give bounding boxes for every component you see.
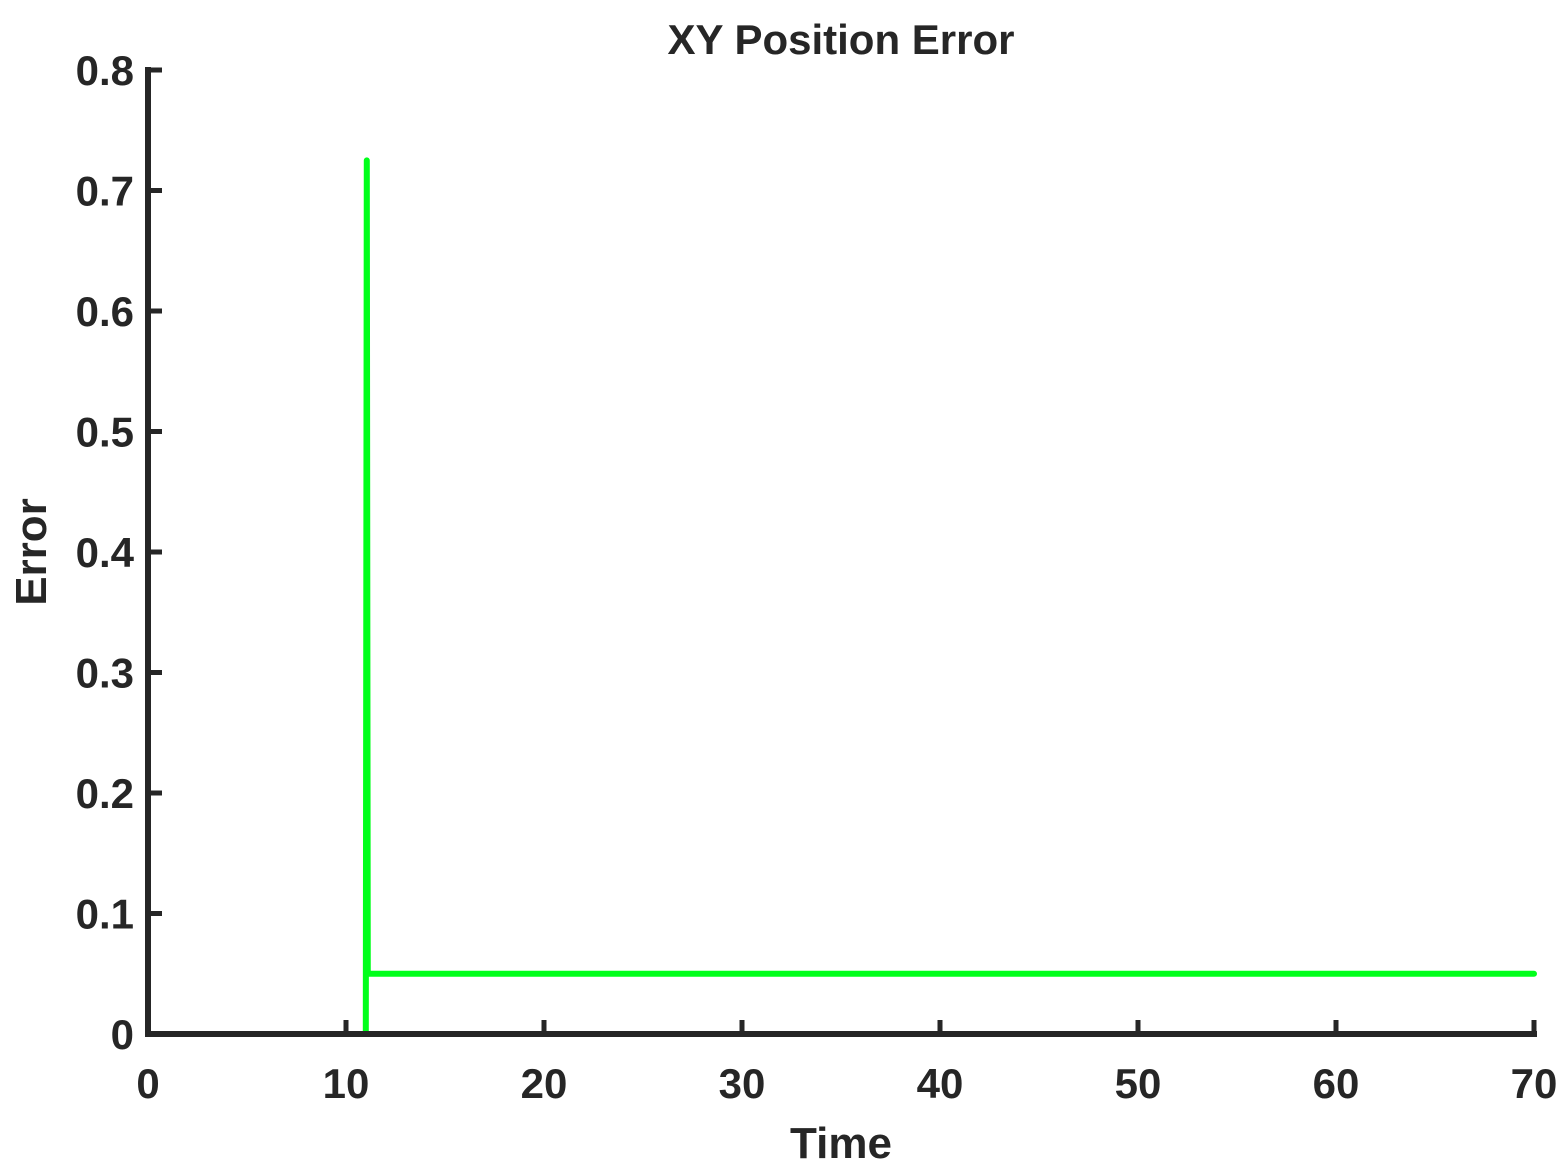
x-tick-label: 10 <box>323 1060 370 1107</box>
x-tick-label: 60 <box>1313 1060 1360 1107</box>
ticks-layer: 0 10 20 30 40 50 60 70 0 0.1 0.2 0.3 0.4 0.5 0.6 0.7 0.8 <box>76 47 1558 1107</box>
x-tick-label: 30 <box>719 1060 766 1107</box>
series-layer <box>164 157 1537 1037</box>
x-tick-label: 70 <box>1511 1060 1558 1107</box>
y-tick-label: 0.6 <box>76 288 134 335</box>
chart-title: XY Position Error <box>668 16 1015 63</box>
y-tick-label: 0.7 <box>76 168 134 215</box>
x-tick-label: 40 <box>917 1060 964 1107</box>
y-tick-label: 0 <box>111 1011 134 1058</box>
y-tick-label: 0.8 <box>76 47 134 94</box>
y-tick-label: 0.4 <box>76 529 135 576</box>
x-tick-label: 20 <box>521 1060 568 1107</box>
x-tick-label: 0 <box>136 1060 159 1107</box>
y-tick-label: 0.2 <box>76 770 134 817</box>
x-tick-label: 50 <box>1115 1060 1162 1107</box>
series-line-0 <box>164 157 1537 1037</box>
x-axis-label: Time <box>790 1119 892 1168</box>
y-tick-label: 0.3 <box>76 650 134 697</box>
y-axis-label: Error <box>7 498 56 606</box>
y-tick-label: 0.5 <box>76 409 134 456</box>
axes-layer <box>145 67 1537 1037</box>
y-tick-label: 0.1 <box>76 891 134 938</box>
